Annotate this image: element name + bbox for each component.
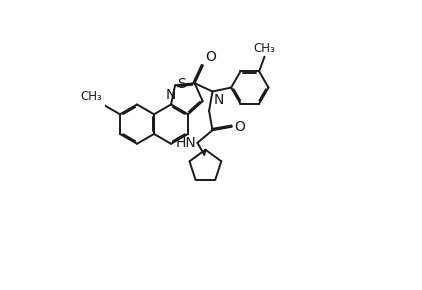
Text: CH₃: CH₃ xyxy=(254,42,276,55)
Text: O: O xyxy=(205,50,216,64)
Text: S: S xyxy=(177,77,186,91)
Text: CH₃: CH₃ xyxy=(80,90,102,103)
Text: HN: HN xyxy=(176,136,196,150)
Text: N: N xyxy=(213,93,224,107)
Text: O: O xyxy=(234,120,245,134)
Text: N: N xyxy=(166,88,176,102)
